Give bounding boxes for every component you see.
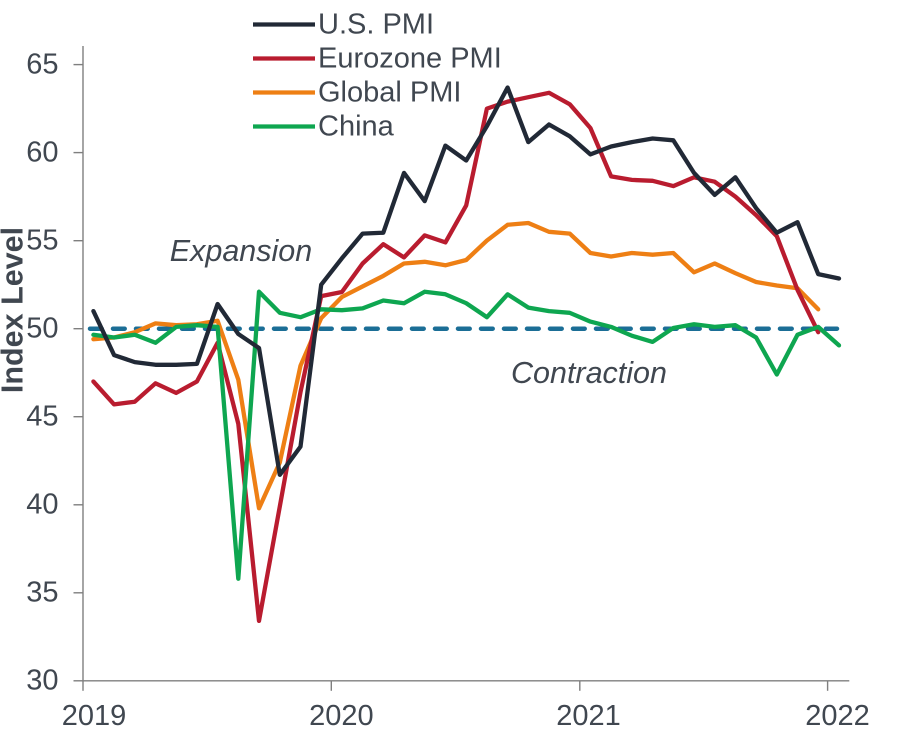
svg-text:Eurozone PMI: Eurozone PMI	[318, 43, 502, 75]
svg-text:Global PMI: Global PMI	[318, 77, 461, 109]
svg-text:2020: 2020	[309, 700, 374, 731]
svg-text:Index Level: Index Level	[0, 227, 30, 393]
svg-text:U.S. PMI: U.S. PMI	[318, 9, 434, 41]
svg-text:2021: 2021	[556, 700, 621, 731]
svg-text:55: 55	[26, 225, 58, 257]
svg-text:2022: 2022	[805, 700, 870, 731]
svg-text:30: 30	[26, 665, 58, 697]
svg-text:50: 50	[26, 313, 58, 345]
svg-text:40: 40	[26, 489, 58, 521]
svg-text:2019: 2019	[62, 700, 127, 731]
svg-text:60: 60	[26, 137, 58, 169]
svg-text:Expansion: Expansion	[170, 234, 312, 268]
svg-text:65: 65	[26, 49, 58, 81]
svg-text:35: 35	[26, 577, 58, 609]
svg-text:Contraction: Contraction	[511, 356, 667, 390]
svg-text:45: 45	[26, 401, 58, 433]
svg-text:China: China	[318, 111, 395, 143]
